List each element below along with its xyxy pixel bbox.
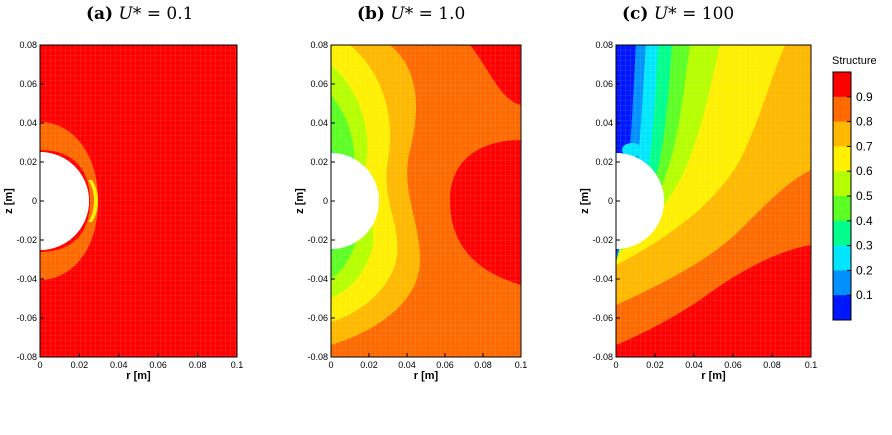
panel-a-xtick-label: 0.02: [71, 360, 89, 370]
panel-c-ytick-label: 0.06: [595, 79, 613, 89]
panel-b-title: (b) U* = 1.0: [357, 4, 466, 24]
panel-a-field: [40, 45, 237, 357]
panel-a-ytick-label: 0: [32, 196, 37, 206]
colorbar-label: 0.1: [856, 288, 873, 302]
panel-c-ytick-label: -0.08: [592, 352, 613, 362]
panel-c-xtick-label: 0.02: [646, 360, 664, 370]
colorbar-label: 0.4: [856, 214, 873, 228]
colorbar-label: 0.8: [856, 115, 873, 129]
panel-c: [615, 44, 812, 358]
panel-b: [330, 44, 522, 358]
panel-a-ylabel: z [m]: [3, 188, 15, 214]
panel-c-field: [616, 45, 811, 357]
panel-b-ytick-label: 0.06: [310, 79, 328, 89]
colorbar-label: 0.6: [856, 164, 873, 178]
colorbar-label: 0.5: [856, 189, 873, 203]
panel-a-xtick-label: 0.1: [231, 360, 244, 370]
panel-a-ytick-label: -0.04: [16, 274, 37, 284]
panel-a-xtick-label: 0.08: [189, 360, 207, 370]
panel-b-ytick-label: -0.08: [307, 352, 328, 362]
panel-c-xtick-label: 0.04: [685, 360, 703, 370]
panel-c-ytick-label: 0: [608, 196, 613, 206]
colorbar-swatch: [833, 72, 851, 98]
colorbar-label: 0.9: [856, 90, 873, 104]
panel-a: [39, 44, 238, 358]
panel-b-xlabel: r [m]: [414, 370, 439, 382]
colorbar-swatch: [833, 171, 851, 197]
colorbar-label: 0.3: [856, 239, 873, 253]
panel-b-xtick-label: 0.06: [436, 360, 454, 370]
panel-c-ytick-label: 0.02: [595, 157, 613, 167]
panel-c-ytick-label: -0.04: [592, 274, 613, 284]
panel-a-title: (a) U* = 0.1: [86, 4, 194, 24]
panel-b-ytick-label: 0.02: [310, 157, 328, 167]
panel-b-xtick-label: 0.08: [474, 360, 492, 370]
panel-a-ytick-label: -0.06: [16, 313, 37, 323]
panel-c-xtick-label: 0.06: [724, 360, 742, 370]
panel-a-ytick-label: 0.06: [19, 79, 37, 89]
panel-c-ytick-label: 0.08: [595, 40, 613, 50]
colorbar-swatch: [833, 220, 851, 247]
panel-a-xtick-label: 0: [37, 360, 42, 370]
panel-b-xtick-label: 0.1: [515, 360, 528, 370]
colorbar-swatch: [833, 270, 851, 296]
panel-c-hole-top: [616, 153, 664, 249]
panel-b-ytick-label: -0.06: [307, 313, 328, 323]
panel-c-ytick-label: -0.02: [592, 235, 613, 245]
panel-b-xtick-label: 0.04: [398, 360, 416, 370]
panel-a-ytick-label: 0.08: [19, 40, 37, 50]
panel-a-ytick-label: -0.08: [16, 352, 37, 362]
panel-c-ytick-label: -0.06: [592, 313, 613, 323]
panel-a-ytick-label: -0.02: [16, 235, 37, 245]
panel-c-xtick-label: 0: [613, 360, 618, 370]
panel-a-ytick-label: 0.02: [19, 157, 37, 167]
panel-b-field: [331, 45, 521, 357]
panel-c-xtick-label: 0.1: [805, 360, 818, 370]
panel-b-ylabel: z [m]: [294, 188, 306, 214]
panel-b-xtick-label: 0: [328, 360, 333, 370]
panel-b-hole-top: [331, 153, 379, 249]
panel-c-ytick-label: 0.04: [595, 118, 613, 128]
colorbar-label: 0.7: [856, 139, 873, 153]
panel-b-ytick-label: 0.04: [310, 118, 328, 128]
colorbar: 0.9 0.8 0.7 0.6 0.5 0.4 0.3 0.2 0.1: [832, 71, 873, 321]
panel-a-xtick-label: 0.06: [149, 360, 167, 370]
panel-a-xtick-label: 0.04: [110, 360, 128, 370]
panel-b-ytick-label: 0.08: [310, 40, 328, 50]
axes: 0 0.02 0.04 0.06 0.08 0.10.080.060.040.020-0.…: [3, 40, 817, 382]
colorbar-swatch: [833, 121, 851, 147]
panel-b-xtick-label: 0.02: [360, 360, 378, 370]
panel-b-ytick-label: -0.04: [307, 274, 328, 284]
panel-c-title: (c) U* = 100: [622, 4, 735, 24]
colorbar-swatch: [833, 196, 851, 222]
colorbar-swatch: [833, 295, 851, 321]
panel-c-xtick-label: 0.08: [763, 360, 781, 370]
panel-b-ytick-label: -0.02: [307, 235, 328, 245]
panel-b-ytick-label: 0: [323, 196, 328, 206]
colorbar-label: 0.2: [856, 263, 873, 277]
colorbar-swatch: [833, 245, 851, 271]
panel-a-ytick-label: 0.04: [19, 118, 37, 128]
colorbar-title: Structure: [832, 55, 877, 67]
panel-a-xlabel: r [m]: [126, 370, 151, 382]
colorbar-swatch: [833, 146, 851, 172]
panel-c-ylabel: z [m]: [579, 188, 591, 214]
panel-a-hole-top: [40, 152, 89, 250]
panel-c-xlabel: r [m]: [701, 370, 726, 382]
colorbar-swatch: [833, 96, 851, 123]
